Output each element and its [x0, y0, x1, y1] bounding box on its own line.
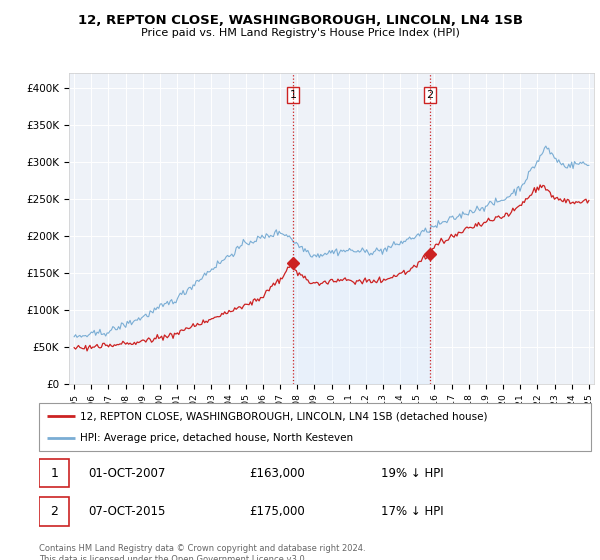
Text: 1: 1	[289, 90, 296, 100]
Text: Price paid vs. HM Land Registry's House Price Index (HPI): Price paid vs. HM Land Registry's House …	[140, 28, 460, 38]
Text: Contains HM Land Registry data © Crown copyright and database right 2024.
This d: Contains HM Land Registry data © Crown c…	[39, 544, 365, 560]
Text: 2: 2	[50, 505, 58, 518]
Text: 12, REPTON CLOSE, WASHINGBOROUGH, LINCOLN, LN4 1SB (detached house): 12, REPTON CLOSE, WASHINGBOROUGH, LINCOL…	[80, 411, 488, 421]
Text: 17% ↓ HPI: 17% ↓ HPI	[381, 505, 444, 518]
Text: 2: 2	[427, 90, 434, 100]
Text: £163,000: £163,000	[249, 466, 305, 479]
Text: 19% ↓ HPI: 19% ↓ HPI	[381, 466, 444, 479]
Text: 01-OCT-2007: 01-OCT-2007	[89, 466, 166, 479]
Text: 12, REPTON CLOSE, WASHINGBOROUGH, LINCOLN, LN4 1SB: 12, REPTON CLOSE, WASHINGBOROUGH, LINCOL…	[77, 14, 523, 27]
Text: 1: 1	[50, 466, 58, 479]
FancyBboxPatch shape	[39, 497, 70, 525]
Text: 07-OCT-2015: 07-OCT-2015	[89, 505, 166, 518]
Text: HPI: Average price, detached house, North Kesteven: HPI: Average price, detached house, Nort…	[80, 433, 353, 443]
FancyBboxPatch shape	[39, 459, 70, 487]
FancyBboxPatch shape	[39, 403, 591, 451]
Text: £175,000: £175,000	[249, 505, 305, 518]
